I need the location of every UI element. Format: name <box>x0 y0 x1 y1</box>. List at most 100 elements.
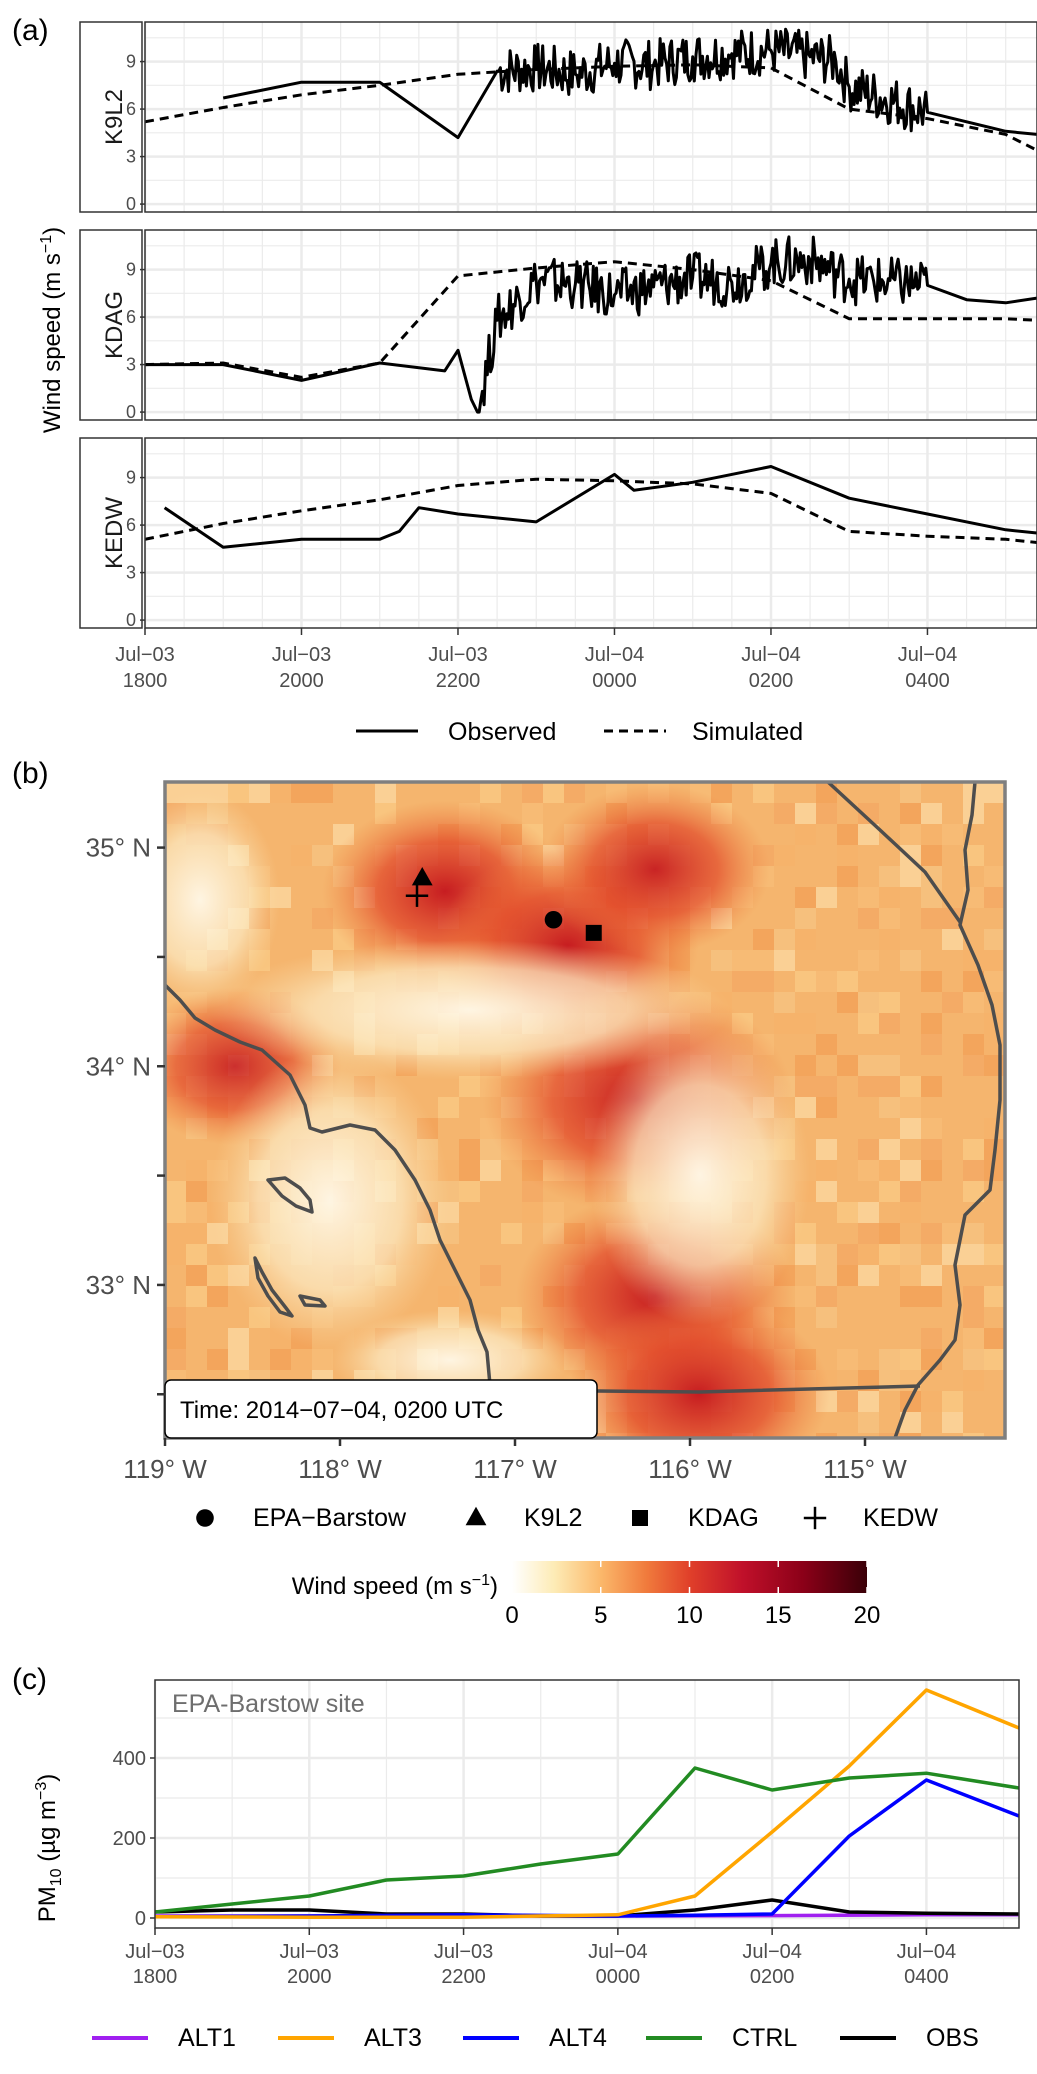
raster-cell <box>900 1349 921 1370</box>
facet-strip <box>79 437 143 629</box>
x-tick-label: Jul−04 0400 <box>897 1941 957 1988</box>
legend-label: ALT4 <box>549 2024 607 2052</box>
raster-cell <box>879 1097 900 1118</box>
raster-cell <box>186 1181 207 1202</box>
facet-k9l2: K9L2 0 3 6 9 <box>79 21 1037 214</box>
raster-cell <box>837 1349 858 1370</box>
map-axes: 119° W 118° W 117° W 116° W 115° W 35° N 34° N… <box>86 833 908 1484</box>
raster-cell <box>879 992 900 1013</box>
raster-cell <box>732 950 753 971</box>
raster-cell <box>165 1307 186 1328</box>
raster-cell <box>921 1265 942 1286</box>
raster-cell <box>543 1202 564 1223</box>
raster-cell <box>921 1160 942 1181</box>
raster-cell <box>795 1286 816 1307</box>
raster-cell <box>816 1034 837 1055</box>
observed-line <box>222 27 1037 140</box>
raster-cell <box>837 845 858 866</box>
station-legend-item: KDAG <box>632 1504 759 1532</box>
station-legend-item: KEDW <box>803 1504 938 1532</box>
raster-cell <box>879 1076 900 1097</box>
raster-cell <box>921 887 942 908</box>
y-tick-label: 0 <box>135 1908 146 1930</box>
state-border-ca-nv <box>826 782 962 924</box>
y-tick-label: 9 <box>126 52 136 72</box>
y-tick-label: 3 <box>126 147 136 167</box>
island <box>253 1256 294 1318</box>
x-tick-label: Jul−04 0400 <box>898 644 958 692</box>
station-legend-label: K9L2 <box>524 1504 582 1532</box>
raster-cell <box>795 929 816 950</box>
raster-cell <box>858 1244 879 1265</box>
raster-cell <box>774 992 795 1013</box>
x-tick-label: Jul−03 1800 <box>115 644 175 692</box>
raster-cell <box>942 1412 963 1433</box>
raster-cell <box>942 1223 963 1244</box>
legend-label: OBS <box>926 2024 979 2052</box>
raster-cell <box>774 845 795 866</box>
y-tick-label: 9 <box>126 260 136 280</box>
facet-panel-border <box>144 437 1037 629</box>
raster-cell <box>795 908 816 929</box>
raster-cell <box>837 1265 858 1286</box>
raster-cell <box>837 1202 858 1223</box>
raster-cell <box>879 1160 900 1181</box>
raster-cell <box>186 1265 207 1286</box>
raster-cell <box>984 1244 1005 1265</box>
raster-cell <box>312 1349 333 1370</box>
pm10-line-alt3 <box>155 1688 1019 1919</box>
raster-cell <box>921 1286 942 1307</box>
map-low-wind-area <box>590 1025 810 1325</box>
raster-cell <box>942 929 963 950</box>
raster-cell <box>984 887 1005 908</box>
station-legend-item: K9L2 <box>465 1504 582 1532</box>
timestamp-box <box>164 1379 598 1439</box>
raster-cell <box>837 1055 858 1076</box>
y-tick-label: 9 <box>126 468 136 488</box>
raster-cell <box>984 1349 1005 1370</box>
raster-cell <box>858 824 879 845</box>
raster-cell <box>963 1223 984 1244</box>
legend-observed-label: Observed <box>448 718 556 746</box>
raster-cell <box>459 1160 480 1181</box>
raster-cell <box>816 1160 837 1181</box>
map-x-tick-label: 119° W <box>123 1454 207 1484</box>
station-triangle-marker <box>465 1506 487 1526</box>
raster-cell <box>438 1097 459 1118</box>
raster-cell <box>900 824 921 845</box>
panel-label-b: (b) <box>12 757 49 790</box>
raster-cell <box>921 1139 942 1160</box>
station-circle-marker <box>196 1509 214 1527</box>
x-tick-label: Jul−03 2000 <box>280 1941 340 1988</box>
raster-cell <box>165 1328 186 1349</box>
colorbar-tick-label: 15 <box>765 1602 792 1629</box>
y-tick-label: 6 <box>126 99 136 119</box>
colorbar-tick-label: 10 <box>676 1602 703 1629</box>
raster-cell <box>921 1076 942 1097</box>
raster-cell <box>984 1034 1005 1055</box>
raster-cell <box>900 1181 921 1202</box>
raster-cell <box>816 1139 837 1160</box>
raster-cell <box>900 1412 921 1433</box>
station-triangle-marker <box>411 867 433 886</box>
raster-cell <box>900 1160 921 1181</box>
raster-cell <box>921 1118 942 1139</box>
raster-cell <box>963 1160 984 1181</box>
raster-cell <box>858 1391 879 1412</box>
raster-cell <box>858 803 879 824</box>
raster-cell <box>879 887 900 908</box>
raster-cell <box>900 1076 921 1097</box>
map-x-tick-label: 115° W <box>823 1454 907 1484</box>
raster-cell <box>480 1265 501 1286</box>
raster-cell <box>900 1097 921 1118</box>
map-low-wind-area <box>210 940 730 1080</box>
raster-cell <box>879 1181 900 1202</box>
raster-cell <box>459 1181 480 1202</box>
legend-label: CTRL <box>732 2024 797 2052</box>
raster-cell <box>837 866 858 887</box>
colorbar-tick-label: 20 <box>854 1602 881 1629</box>
pm10-line-ctrl <box>155 1766 1019 1914</box>
station-square-marker <box>632 1510 648 1526</box>
station-plus-marker <box>803 1506 827 1530</box>
station-circle-marker <box>544 910 563 929</box>
